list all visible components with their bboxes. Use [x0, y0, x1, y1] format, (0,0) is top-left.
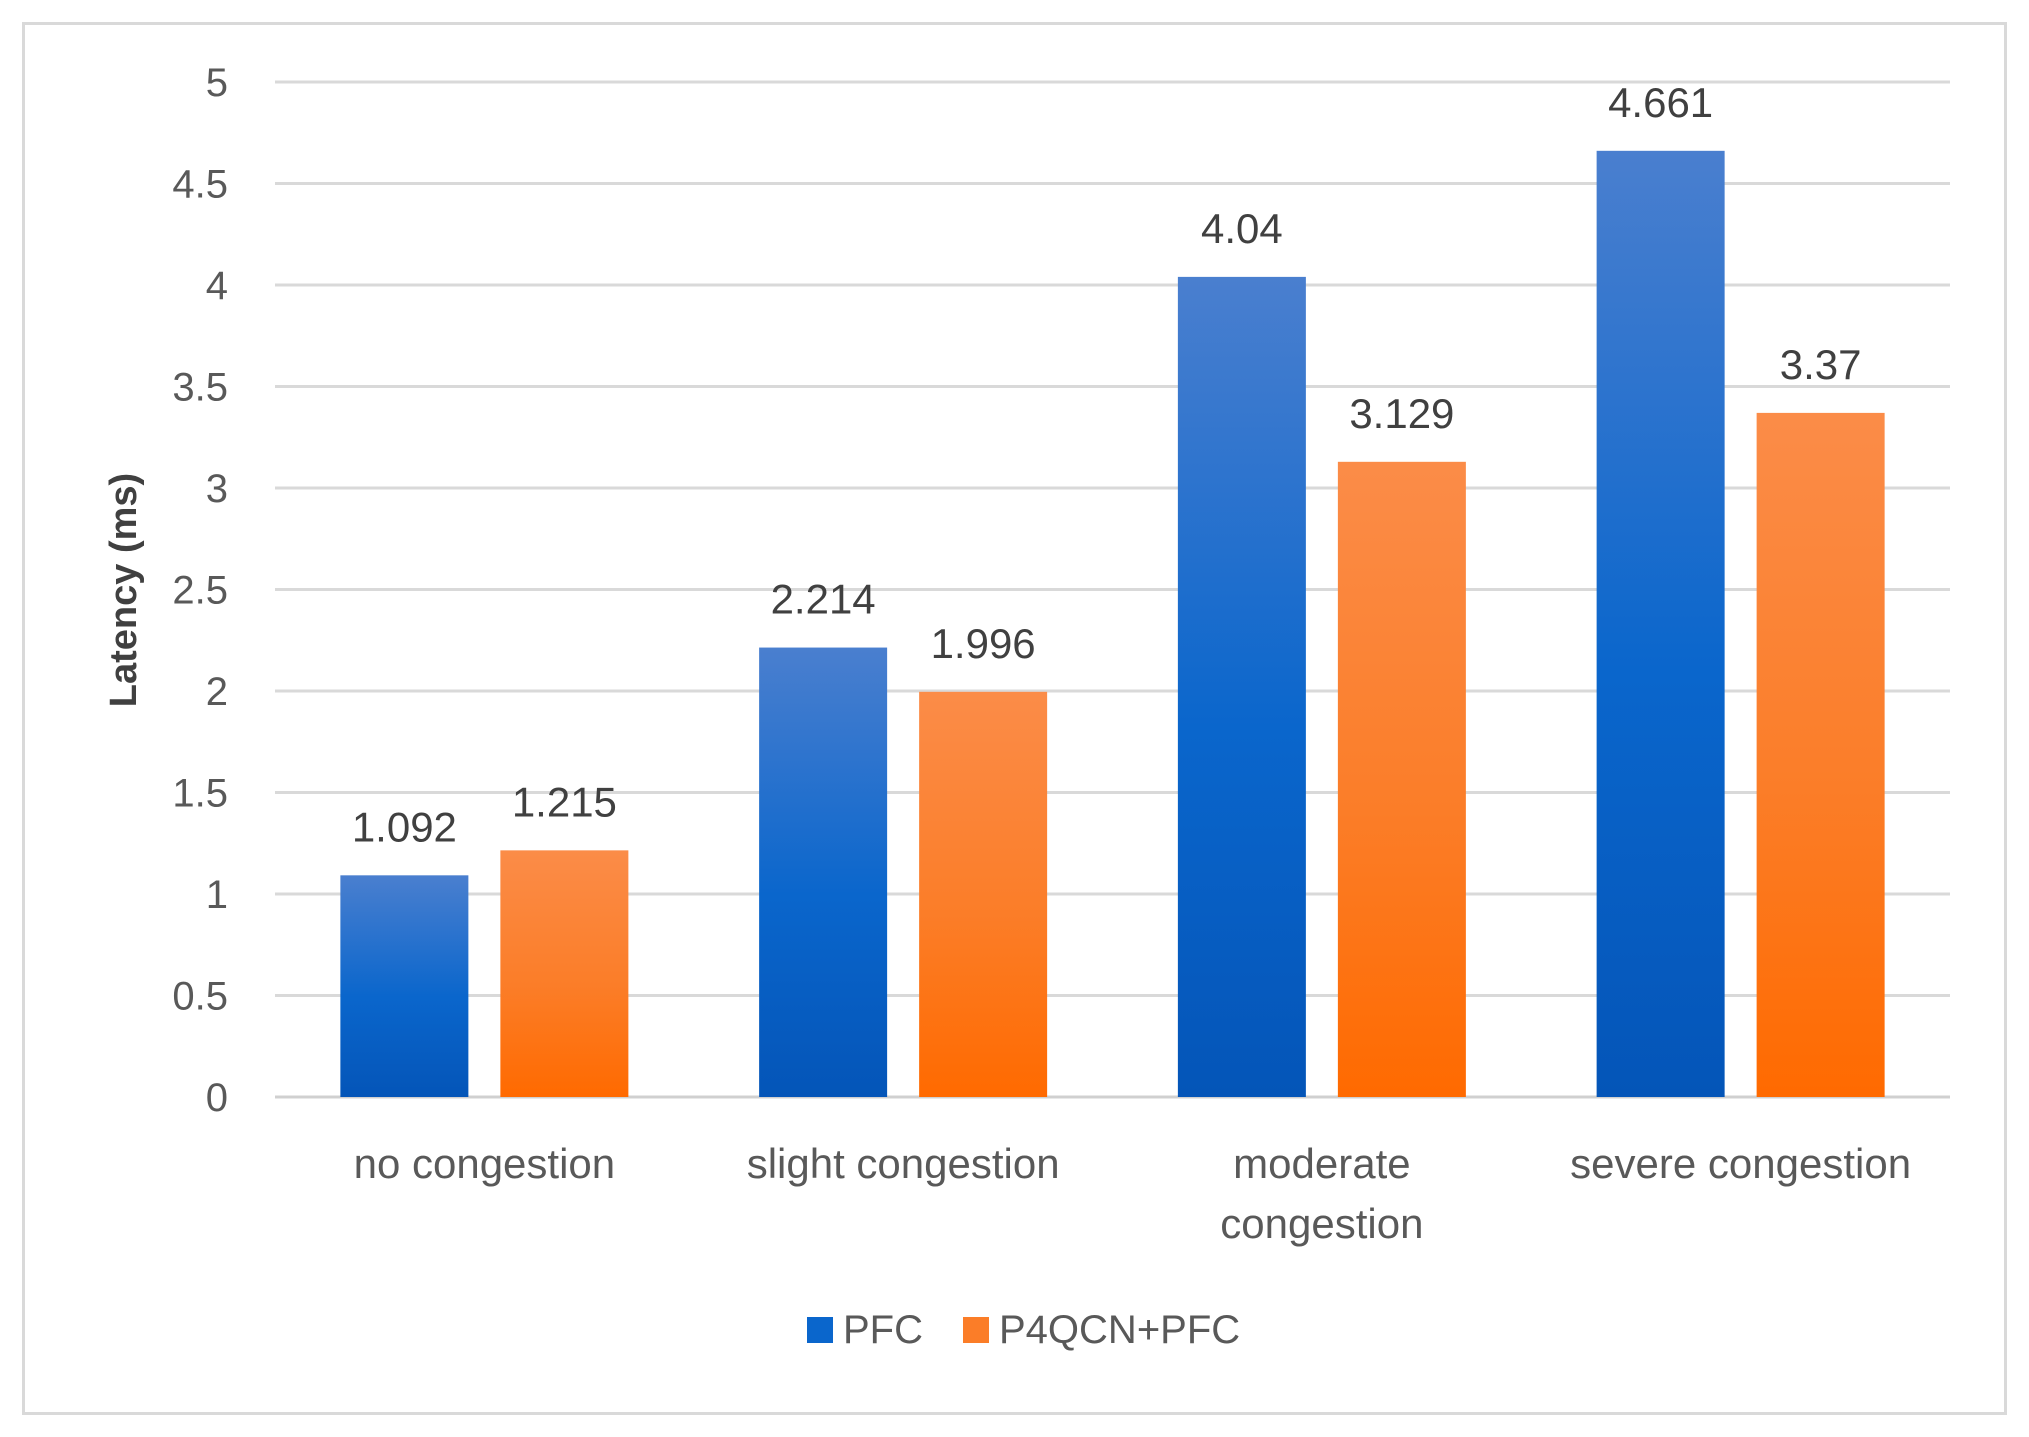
data-label: 3.37: [1780, 341, 1862, 388]
y-tick-label: 0.5: [172, 975, 228, 1019]
y-axis-title: Latency (ms): [103, 473, 145, 707]
x-category-label: no congestion: [354, 1140, 616, 1187]
data-label: 4.661: [1608, 79, 1713, 126]
y-tick-label: 4.5: [172, 163, 228, 207]
bar-p4qcn-pfc: [1337, 461, 1466, 1097]
bar-p4qcn-pfc: [919, 691, 1048, 1097]
bar-p4qcn-pfc: [1756, 412, 1885, 1097]
legend-label: PFC: [843, 1308, 923, 1352]
y-tick-label: 4: [206, 264, 228, 308]
y-tick-label: 0: [206, 1076, 228, 1120]
y-tick-label: 3.5: [172, 366, 228, 410]
legend-swatch: [963, 1317, 989, 1343]
y-tick-label: 5: [206, 61, 228, 105]
y-tick-label: 2: [206, 670, 228, 714]
y-tick-label: 1.5: [172, 772, 228, 816]
data-label: 4.04: [1201, 205, 1283, 252]
y-axis-ticks: 0 0.5 1 1.5 2 2.5 3 3.5 4 4.5 5: [172, 61, 228, 1120]
data-labels: 1.092 1.215 2.214 1.996 4.04 3.129 4.661 3.37: [352, 79, 1862, 851]
data-label: 1.092: [352, 803, 457, 850]
x-category-label: congestion: [1220, 1200, 1423, 1247]
data-label: 2.214: [771, 576, 876, 623]
y-tick-label: 3: [206, 467, 228, 511]
bar-pfc: [759, 647, 888, 1097]
legend-label: P4QCN+PFC: [999, 1308, 1240, 1352]
legend-swatch: [807, 1317, 833, 1343]
bar-p4qcn-pfc: [500, 850, 629, 1097]
x-category-label: slight congestion: [747, 1140, 1060, 1187]
x-category-label: severe congestion: [1570, 1140, 1911, 1187]
x-axis-categories: no congestion slight congestion moderate co…: [354, 1140, 1911, 1247]
data-label: 1.996: [931, 620, 1036, 667]
y-tick-label: 2.5: [172, 569, 228, 613]
bars: [340, 150, 1885, 1097]
bar-pfc: [1177, 276, 1306, 1097]
bar-pfc: [1596, 150, 1725, 1097]
legend: PFC P4QCN+PFC: [807, 1308, 1240, 1352]
y-tick-label: 1: [206, 873, 228, 917]
bar-pfc: [340, 875, 469, 1097]
x-category-label: moderate: [1233, 1140, 1410, 1187]
data-label: 3.129: [1349, 390, 1454, 437]
data-label: 1.215: [512, 778, 617, 825]
